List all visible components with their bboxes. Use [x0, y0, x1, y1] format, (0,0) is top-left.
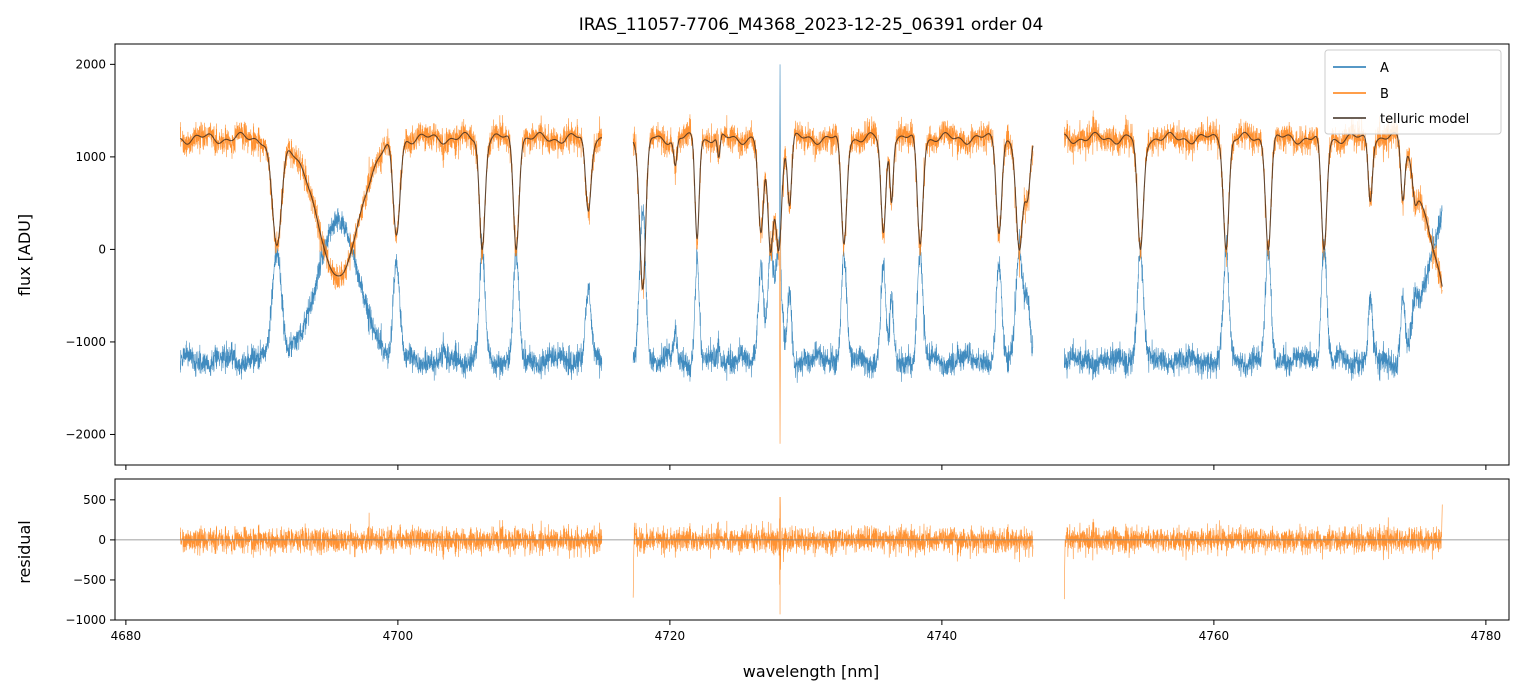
residual-x-tick-label: 4780: [1471, 629, 1502, 643]
residual-x-tick-label: 4700: [383, 629, 414, 643]
series-a-line: [1063, 205, 1443, 382]
residual-line: [179, 512, 603, 560]
residual-panel: 4680 4700 4720 4740 4760 4780 −1000 −500 0 500 re…: [15, 478, 1510, 681]
legend-label-a: A: [1380, 61, 1389, 76]
legend-label-b: B: [1380, 87, 1389, 102]
telluric-model-line: [1064, 131, 1443, 287]
legend-label-telluric: telluric model: [1380, 112, 1469, 127]
residual-y-tick-label: −500: [73, 573, 106, 587]
series-a-line: [632, 64, 1034, 383]
residual-axes-frame: [114, 478, 1510, 621]
residual-y-tick-label: −1000: [65, 613, 106, 627]
series-b-line: [632, 114, 1034, 444]
main-plot-area: [179, 64, 1443, 444]
residual-x-tick-label: 4740: [927, 629, 958, 643]
series-a-line: [179, 208, 603, 381]
x-axis-label: wavelength [nm]: [743, 662, 880, 681]
residual-x-tick-label: 4760: [1199, 629, 1230, 643]
main-y-tick-label: −2000: [65, 427, 106, 441]
residual-x-tick-label: 4720: [655, 629, 686, 643]
main-y-tick-label: 1000: [75, 150, 106, 164]
main-axes-frame: [114, 43, 1510, 466]
series-b-line: [1063, 110, 1443, 294]
residual-x-tick-label: 4680: [111, 629, 142, 643]
legend-box: [1324, 49, 1502, 135]
residual-y-tick-label: 0: [98, 533, 106, 547]
main-ticks: −2000 −1000 0 1000 2000: [65, 57, 1487, 470]
residual-plot-area: [115, 496, 1509, 615]
main-y-tick-label: 2000: [75, 57, 106, 71]
telluric-model-line: [180, 131, 602, 277]
main-panel: −2000 −1000 0 1000 2000 flux [ADU] A B tellu…: [15, 43, 1510, 470]
series-b-line: [179, 115, 603, 290]
residual-y-tick-label: 500: [83, 493, 106, 507]
residual-line: [632, 496, 1034, 615]
residual-y-axis-label: residual: [15, 520, 34, 583]
residual-ticks: 4680 4700 4720 4740 4760 4780 −1000 −500 0 500: [65, 493, 1501, 643]
main-y-tick-label: 0: [98, 242, 106, 256]
telluric-model-line: [632, 132, 1034, 290]
main-y-tick-label: −1000: [65, 335, 106, 349]
main-y-axis-label: flux [ADU]: [15, 214, 34, 296]
legend: A B telluric model: [1324, 49, 1502, 135]
chart-title: IRAS_11057-7706_M4368_2023-12-25_06391 o…: [579, 15, 1044, 35]
residual-line: [1063, 504, 1443, 600]
